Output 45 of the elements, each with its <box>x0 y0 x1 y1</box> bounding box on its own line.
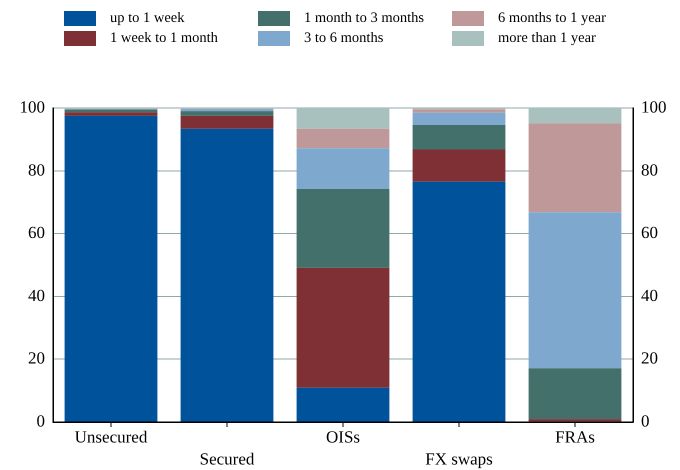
y-tick-label: 100 <box>20 97 45 116</box>
legend-label: 6 months to 1 year <box>498 10 606 26</box>
bar <box>296 388 390 422</box>
bar <box>180 108 274 112</box>
bar <box>180 128 274 422</box>
bar <box>64 110 158 112</box>
bar <box>528 368 622 420</box>
y-tick-label: 60 <box>28 223 45 242</box>
bar <box>180 111 274 116</box>
legend-label: 3 to 6 months <box>304 30 384 46</box>
legend-label: more than 1 year <box>498 30 596 46</box>
bar <box>528 212 622 368</box>
y2-tick-label: 20 <box>641 348 658 368</box>
y2-tick-label: 0 <box>641 411 650 430</box>
bar <box>528 419 622 422</box>
bar <box>296 148 390 190</box>
y2-tick-label: 100 <box>641 97 666 116</box>
bar <box>296 108 390 129</box>
legend-label: up to 1 week <box>110 10 184 26</box>
bar <box>528 123 622 212</box>
y-tick-label: 80 <box>28 160 45 180</box>
bar <box>528 108 622 124</box>
bar <box>412 182 506 422</box>
y2-tick-label: 80 <box>641 160 658 180</box>
x-tick-label: Secured <box>200 450 255 469</box>
y-tick-label: 0 <box>36 411 45 430</box>
x-tick-label: Unsecured <box>74 428 148 447</box>
y2-tick-label: 40 <box>641 286 658 305</box>
x-tick-label: FX swaps <box>425 450 493 469</box>
bar <box>296 189 390 268</box>
bar <box>412 149 506 182</box>
legend-label: 1 week to 1 month <box>110 30 218 46</box>
bar <box>180 116 274 129</box>
bar <box>296 268 390 388</box>
bar <box>412 124 506 150</box>
y-tick-label: 20 <box>28 348 45 368</box>
bar <box>64 112 158 116</box>
x-tick-label: OISs <box>326 428 360 447</box>
legend-label: 1 month to 3 months <box>304 10 424 26</box>
y-tick-label: 40 <box>28 286 45 305</box>
x-tick-label: FRAs <box>555 428 595 447</box>
bar <box>296 128 390 148</box>
bar <box>64 116 158 422</box>
y2-tick-label: 60 <box>641 223 658 242</box>
bar <box>412 112 506 125</box>
